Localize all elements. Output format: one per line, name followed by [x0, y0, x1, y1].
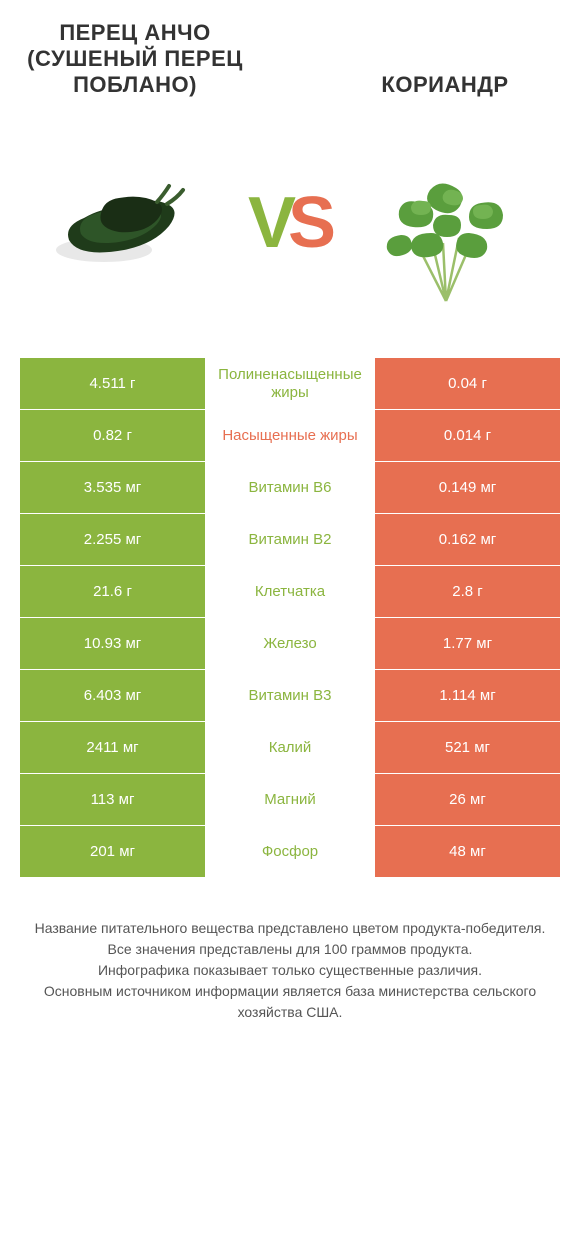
cell-nutrient-label: Насыщенные жиры	[205, 410, 375, 462]
cell-nutrient-label: Клетчатка	[205, 566, 375, 618]
cell-right-value: 2.8 г	[375, 566, 560, 618]
cell-nutrient-label: Магний	[205, 774, 375, 826]
product-left-title: ПЕРЕЦ АНЧО (СУШЕНЫЙ ПЕРЕЦ ПОБЛАНО)	[20, 20, 250, 98]
pepper-icon	[49, 158, 219, 288]
footer-line: Название питательного вещества представл…	[20, 918, 560, 939]
cell-right-value: 1.77 мг	[375, 618, 560, 670]
table-row: 3.535 мгВитамин B60.149 мг	[20, 462, 560, 514]
cilantro-icon	[361, 143, 531, 303]
cell-left-value: 0.82 г	[20, 410, 205, 462]
cell-nutrient-label: Железо	[205, 618, 375, 670]
cell-nutrient-label: Фосфор	[205, 826, 375, 878]
table-row: 2411 мгКалий521 мг	[20, 722, 560, 774]
cell-nutrient-label: Полиненасыщенные жиры	[205, 358, 375, 410]
table-row: 113 мгМагний26 мг	[20, 774, 560, 826]
infographic-container: ПЕРЕЦ АНЧО (СУШЕНЫЙ ПЕРЕЦ ПОБЛАНО) КОРИА…	[0, 0, 580, 1053]
cell-left-value: 21.6 г	[20, 566, 205, 618]
cell-left-value: 10.93 мг	[20, 618, 205, 670]
cell-left-value: 2411 мг	[20, 722, 205, 774]
vs-v: V	[248, 182, 292, 264]
cell-right-value: 0.04 г	[375, 358, 560, 410]
cell-left-value: 2.255 мг	[20, 514, 205, 566]
header: ПЕРЕЦ АНЧО (СУШЕНЫЙ ПЕРЕЦ ПОБЛАНО) КОРИА…	[20, 20, 560, 98]
vs-row: VS	[20, 118, 560, 328]
footer-notes: Название питательного вещества представл…	[20, 918, 560, 1023]
table-row: 2.255 мгВитамин B20.162 мг	[20, 514, 560, 566]
cell-right-value: 0.014 г	[375, 410, 560, 462]
product-right-image	[332, 143, 560, 303]
cell-right-value: 26 мг	[375, 774, 560, 826]
cell-nutrient-label: Витамин B2	[205, 514, 375, 566]
cell-right-value: 0.149 мг	[375, 462, 560, 514]
table-row: 4.511 гПолиненасыщенные жиры0.04 г	[20, 358, 560, 410]
cell-nutrient-label: Витамин B3	[205, 670, 375, 722]
cell-left-value: 201 мг	[20, 826, 205, 878]
table-row: 0.82 гНасыщенные жиры0.014 г	[20, 410, 560, 462]
table-row: 201 мгФосфор48 мг	[20, 826, 560, 878]
cell-right-value: 1.114 мг	[375, 670, 560, 722]
footer-line: Основным источником информации является …	[20, 981, 560, 1023]
vs-s: S	[288, 182, 332, 264]
product-left-image	[20, 158, 248, 288]
nutrition-table: 4.511 гПолиненасыщенные жиры0.04 г0.82 г…	[20, 358, 560, 878]
product-right-title: КОРИАНДР	[330, 72, 560, 98]
cell-nutrient-label: Калий	[205, 722, 375, 774]
cell-left-value: 4.511 г	[20, 358, 205, 410]
table-row: 21.6 гКлетчатка2.8 г	[20, 566, 560, 618]
cell-left-value: 113 мг	[20, 774, 205, 826]
cell-right-value: 0.162 мг	[375, 514, 560, 566]
cell-left-value: 3.535 мг	[20, 462, 205, 514]
footer-line: Инфографика показывает только существенн…	[20, 960, 560, 981]
vs-text: VS	[248, 182, 332, 264]
cell-right-value: 521 мг	[375, 722, 560, 774]
table-row: 6.403 мгВитамин B31.114 мг	[20, 670, 560, 722]
cell-left-value: 6.403 мг	[20, 670, 205, 722]
cell-right-value: 48 мг	[375, 826, 560, 878]
footer-line: Все значения представлены для 100 граммо…	[20, 939, 560, 960]
table-row: 10.93 мгЖелезо1.77 мг	[20, 618, 560, 670]
cell-nutrient-label: Витамин B6	[205, 462, 375, 514]
